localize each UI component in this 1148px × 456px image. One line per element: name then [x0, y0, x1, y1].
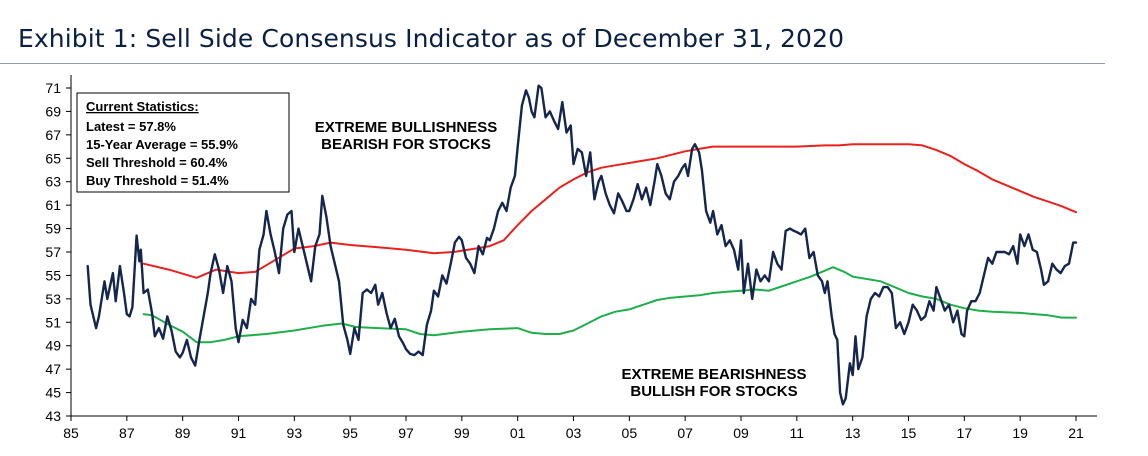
x-tick-label: 95 — [342, 425, 358, 441]
sell-threshold-line — [142, 143, 1077, 279]
x-tick-label: 01 — [510, 425, 526, 441]
x-tick-label: 03 — [566, 425, 582, 441]
x-tick-label: 05 — [622, 425, 638, 441]
stat-latest: Latest = 57.8% — [86, 119, 176, 134]
annotation-bullishness-line1: EXTREME BULLISHNESS — [315, 119, 498, 136]
x-tick-label: 97 — [398, 425, 414, 441]
x-tick-label: 11 — [790, 425, 805, 441]
x-tick-label: 15 — [901, 425, 917, 441]
annotation-bearishness-line1: EXTREME BEARISHNESS — [621, 366, 806, 383]
y-tick-label: 51 — [45, 314, 61, 330]
y-tick-label: 57 — [45, 244, 61, 260]
y-tick-label: 59 — [45, 221, 61, 237]
x-tick-label: 89 — [175, 425, 191, 441]
x-tick-label: 19 — [1012, 425, 1028, 441]
stat-buy-threshold: Buy Threshold = 51.4% — [86, 173, 229, 188]
stats-heading: Current Statistics: — [86, 99, 199, 114]
x-tick-label: 21 — [1068, 425, 1084, 441]
y-tick-label: 45 — [45, 385, 61, 401]
y-tick-label: 65 — [45, 150, 61, 166]
x-tick-label: 87 — [119, 425, 135, 441]
y-tick-label: 47 — [45, 361, 61, 377]
buy-threshold-line — [142, 266, 1077, 344]
stats-box-border — [76, 92, 290, 193]
y-tick-label: 71 — [45, 80, 61, 96]
x-tick-label: 07 — [677, 425, 693, 441]
y-tick-label: 49 — [45, 338, 61, 354]
x-tick-label: 91 — [231, 425, 247, 441]
annotation-bearishness-line2: BULLISH FOR STOCKS — [630, 383, 797, 400]
x-tick-label: 17 — [957, 425, 973, 441]
stat-sell-threshold: Sell Threshold = 60.4% — [86, 155, 228, 170]
stats-box: Current Statistics: Latest = 57.8% 15-Ye… — [76, 92, 290, 193]
x-tick-label: 93 — [287, 425, 303, 441]
y-tick-label: 53 — [45, 291, 61, 307]
page-title: Exhibit 1: Sell Side Consensus Indicator… — [18, 24, 845, 53]
x-tick-label: 09 — [733, 425, 749, 441]
y-tick-label: 61 — [45, 197, 61, 213]
chart-series — [86, 84, 1078, 406]
chart-axes — [70, 75, 1097, 417]
y-tick-label: 69 — [45, 103, 61, 119]
annotation-bullishness-line2: BEARISH FOR STOCKS — [321, 136, 491, 153]
x-tick-label: 99 — [454, 425, 470, 441]
chart-ticks: 43 45 47 49 51 53 55 57 59 61 63 65 67 69 71 85 87 89 91 93… — [45, 80, 1084, 441]
y-tick-label: 63 — [45, 174, 61, 190]
y-tick-label: 43 — [45, 408, 61, 424]
stat-average: 15-Year Average = 55.9% — [86, 137, 238, 152]
indicator-line — [86, 84, 1078, 406]
x-tick-label: 85 — [63, 425, 79, 441]
y-tick-label: 67 — [45, 127, 61, 143]
y-tick-label: 55 — [45, 267, 61, 283]
x-tick-label: 13 — [845, 425, 861, 441]
title-divider — [0, 63, 1105, 64]
